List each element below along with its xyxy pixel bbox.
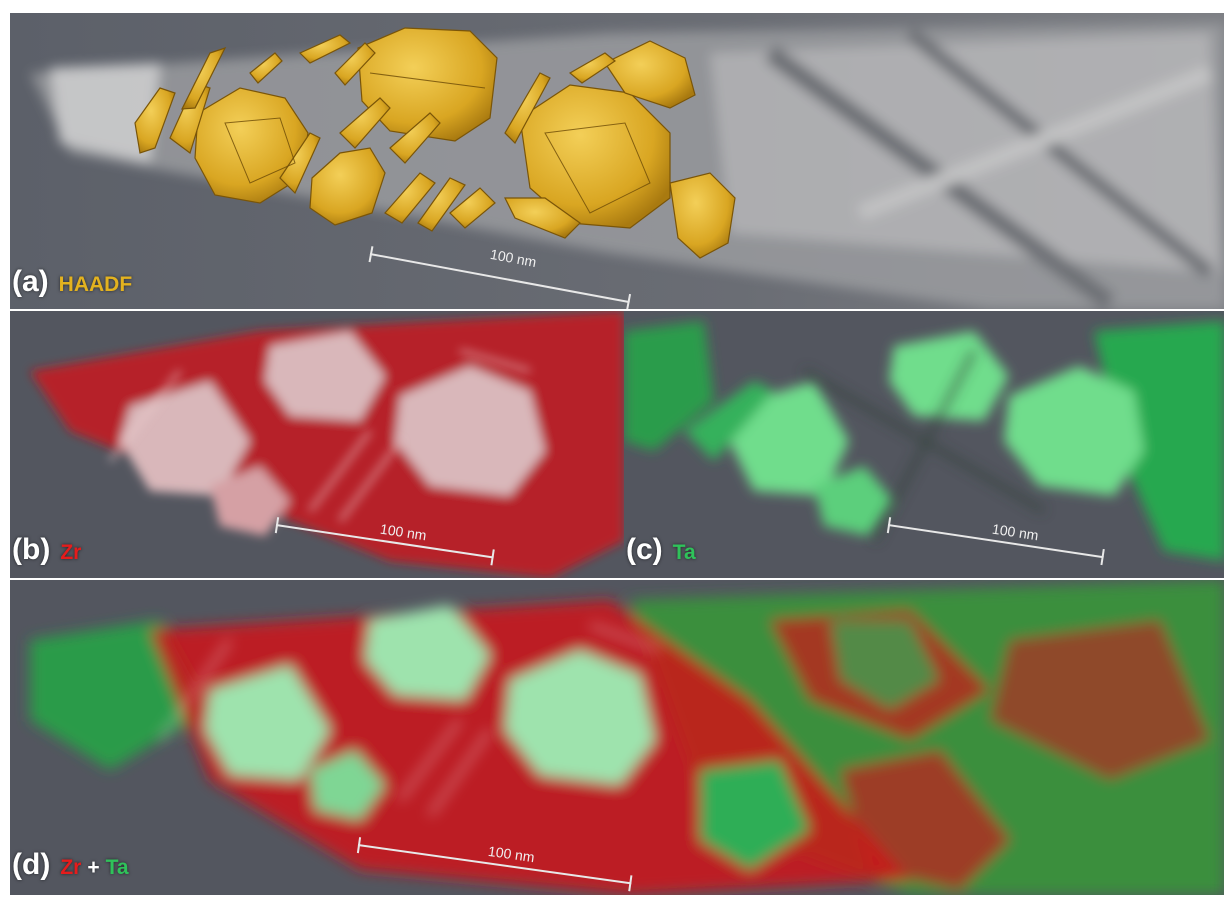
- panel-haadf: (a) HAADF 100 nm: [10, 13, 1224, 309]
- ta-label: Ta: [672, 541, 696, 564]
- panel-d-label: (d) Zr + Ta: [12, 848, 129, 882]
- ta-map-image: [624, 311, 1224, 578]
- panel-c-letter: (c): [626, 533, 663, 566]
- zr-label: Zr: [60, 856, 82, 879]
- zr-map-image: [10, 311, 624, 578]
- panel-d-letter: (d): [12, 848, 51, 881]
- panel-zr: (b) Zr 100 nm: [10, 311, 624, 578]
- haadf-label: HAADF: [58, 273, 133, 296]
- ta-label: Ta: [105, 856, 129, 879]
- panel-c-label: (c) Ta: [626, 533, 696, 567]
- zr-ta-overlay-image: [10, 580, 1224, 895]
- panel-zr-ta-overlay: (d) Zr + Ta 100 nm: [10, 580, 1224, 895]
- plus-sign: +: [87, 856, 100, 879]
- panel-b-label: (b) Zr: [12, 533, 81, 567]
- panel-ta: (c) Ta 100 nm: [624, 311, 1224, 578]
- panel-a-label: (a) HAADF: [12, 265, 132, 299]
- haadf-tomogram-image: [10, 13, 1224, 309]
- panel-a-letter: (a): [12, 265, 49, 298]
- panel-b-letter: (b): [12, 533, 51, 566]
- zr-label: Zr: [60, 541, 82, 564]
